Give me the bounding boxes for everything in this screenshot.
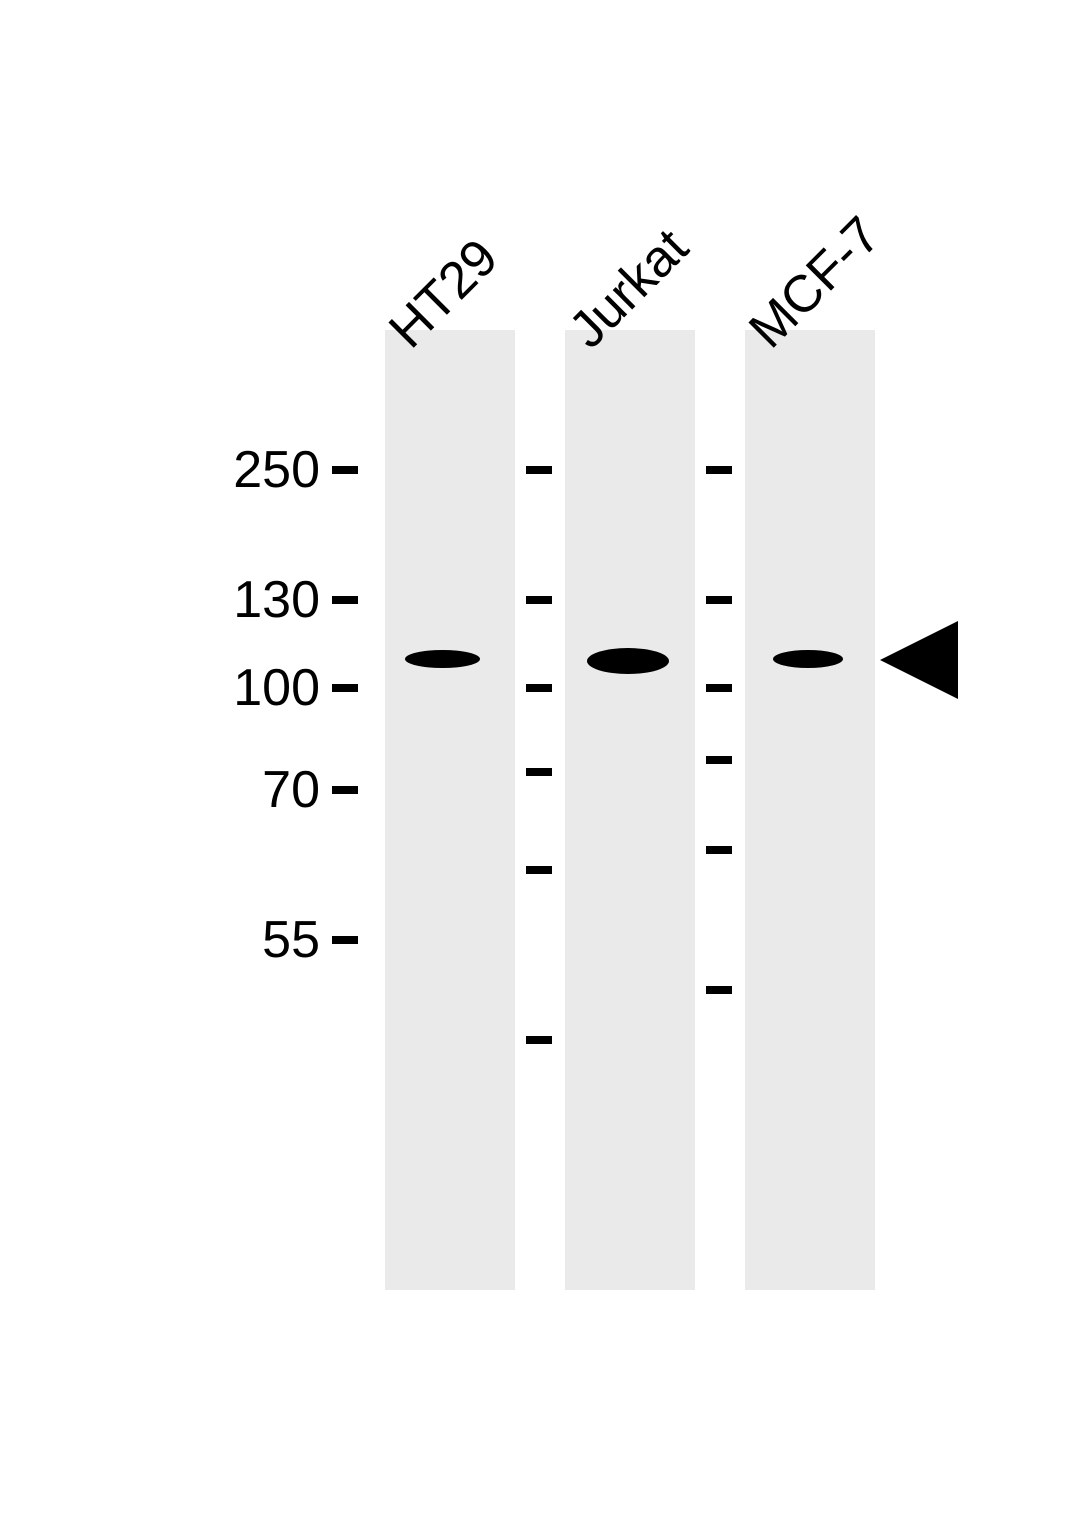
mw-tick-70 <box>332 786 358 794</box>
interlane-tick <box>706 684 732 692</box>
mw-tick-100 <box>332 684 358 692</box>
lane-jurkat <box>565 330 695 1290</box>
interlane-tick <box>526 768 552 776</box>
band-mcf7 <box>773 650 843 668</box>
interlane-tick <box>706 986 732 994</box>
blot-canvas: HT29 Jurkat MCF-7 2501301007055 <box>0 0 1075 1524</box>
interlane-tick <box>526 866 552 874</box>
lane-mcf7 <box>745 330 875 1290</box>
interlane-tick <box>526 466 552 474</box>
mw-label-55: 55 <box>210 910 320 970</box>
band-jurkat <box>587 648 669 674</box>
interlane-tick <box>526 684 552 692</box>
mw-tick-130 <box>332 596 358 604</box>
band-arrow-icon <box>880 621 958 699</box>
mw-label-100: 100 <box>210 658 320 718</box>
interlane-tick <box>706 756 732 764</box>
interlane-tick <box>526 1036 552 1044</box>
interlane-tick <box>706 846 732 854</box>
band-ht29 <box>405 650 480 668</box>
interlane-tick <box>706 596 732 604</box>
mw-label-130: 130 <box>210 570 320 630</box>
interlane-tick <box>706 466 732 474</box>
interlane-tick <box>526 596 552 604</box>
mw-label-250: 250 <box>210 440 320 500</box>
lane-ht29 <box>385 330 515 1290</box>
mw-tick-55 <box>332 936 358 944</box>
mw-label-70: 70 <box>210 760 320 820</box>
mw-tick-250 <box>332 466 358 474</box>
